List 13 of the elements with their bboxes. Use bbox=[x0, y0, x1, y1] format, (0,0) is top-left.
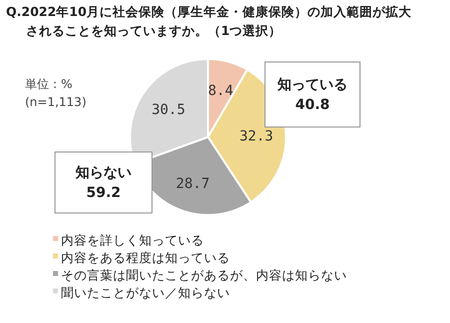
text: (n=1,113) bbox=[25, 95, 86, 109]
data-label: 32.3 bbox=[239, 128, 274, 145]
text: 知っている 40.8 bbox=[276, 76, 348, 113]
text: 単位：% bbox=[25, 77, 72, 91]
data-label: 28.7 bbox=[176, 176, 210, 192]
legend-label: 聞いたことがない／知らない bbox=[61, 284, 230, 300]
data-label: 30.5 bbox=[152, 102, 186, 118]
data-label: 8.4 bbox=[208, 83, 234, 100]
legend-label: 内容を詳しく知っている bbox=[61, 232, 204, 248]
text: 知らない 59.2 bbox=[74, 164, 132, 201]
legend-label: 内容をある程度は知っている bbox=[61, 250, 230, 265]
legend-label: その言葉は聞いたことがあるが、内容は知らない bbox=[61, 267, 347, 282]
chart-title: Q.2022年10月に社会保険（厚生年金・健康保険）の加入範囲が拡大されることを知っていますか。（1つ選択） bbox=[6, 4, 413, 38]
